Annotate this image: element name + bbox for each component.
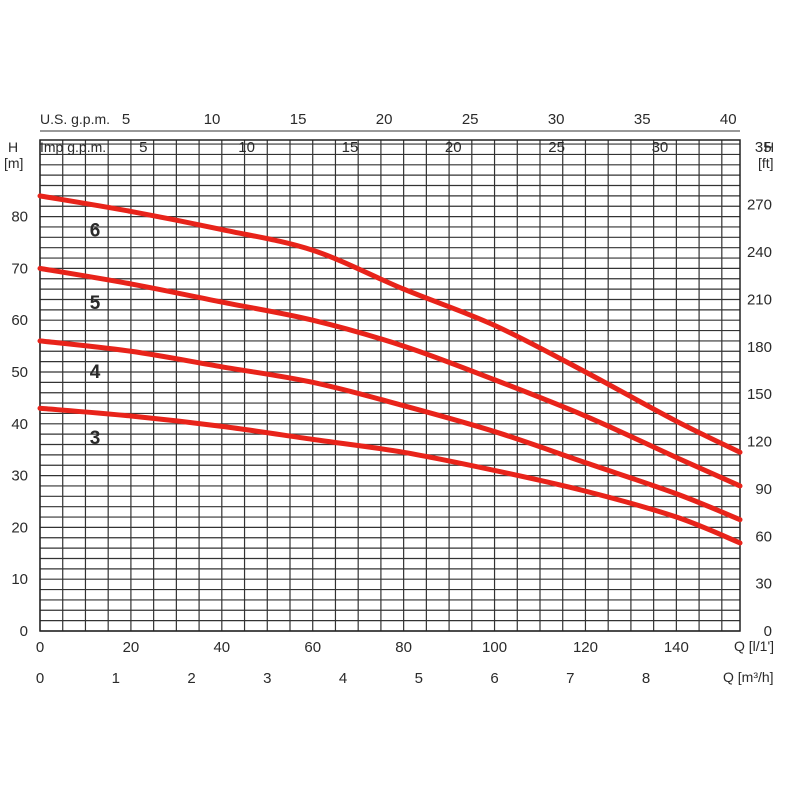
plot-frame [39,139,741,632]
right-tick-label: 120 [747,434,772,451]
bottom-secondary-tick-label: 2 [187,670,195,687]
grid [39,130,741,632]
right-axis-title: H [764,139,774,155]
right-tick-label: 240 [747,244,772,261]
left-tick-label: 30 [11,468,28,485]
right-tick-label: 90 [755,481,772,498]
top-imp-tick-label: 15 [342,139,359,156]
bottom-secondary-tick-label: 8 [642,670,650,687]
left-tick-label: 50 [11,364,28,381]
right-tick-label: 210 [747,291,772,308]
curve-label-6: 6 [90,220,101,241]
top-us-tick-label: 5 [122,111,130,128]
bottom-primary-tick-label: 140 [664,639,689,656]
top-us-tick-label: 30 [548,111,565,128]
bottom-primary-tick-label: 40 [213,639,230,656]
ticks: 0102030405060708003060901201501802102402… [11,111,772,687]
right-tick-label: 150 [747,386,772,403]
top-us-tick-label: 20 [376,111,393,128]
curve-3 [37,405,743,546]
left-tick-label: 60 [11,312,28,329]
right-tick-label: 30 [755,576,772,593]
top-imp-axis-label: Imp g.p.m. [40,139,106,155]
top-imp-tick-label: 20 [445,139,462,156]
curve-5 [37,265,743,489]
bottom-secondary-tick-label: 4 [339,670,347,687]
bottom-primary-tick-label: 60 [304,639,321,656]
curve-4 [37,338,743,523]
top-us-tick-label: 15 [290,111,307,128]
curve-6 [37,193,743,455]
left-tick-label: 40 [11,416,28,433]
top-imp-tick-label: 5 [139,139,147,156]
top-us-tick-label: 40 [720,111,737,128]
bottom-primary-tick-label: 20 [123,639,140,656]
top-imp-tick-label: 35 [755,139,772,156]
top-us-tick-label: 10 [204,111,221,128]
bottom-secondary-tick-label: 0 [36,670,44,687]
left-tick-label: 80 [11,209,28,226]
top-imp-tick-label: 30 [652,139,669,156]
curve-label-5: 5 [90,293,101,314]
top-us-tick-label: 35 [634,111,651,128]
top-us-tick-label: 25 [462,111,479,128]
curves: 6 5 4 3 [37,193,743,546]
bottom-primary-tick-label: 80 [395,639,412,656]
left-tick-label: 70 [11,260,28,277]
left-axis-unit: [m] [4,155,23,171]
bottom-primary-tick-label: 120 [573,639,598,656]
left-tick-label: 10 [11,571,28,588]
right-tick-label: 270 [747,197,772,214]
bottom-primary-tick-label: 0 [36,639,44,656]
bottom-secondary-tick-label: 6 [490,670,498,687]
bottom-secondary-tick-label: 3 [263,670,271,687]
left-tick-label: 0 [20,623,28,640]
right-tick-label: 60 [755,528,772,545]
top-us-axis-label: U.S. g.p.m. [40,111,110,127]
curve-label-4: 4 [90,362,101,383]
top-imp-tick-label: 10 [238,139,255,156]
right-tick-label: 180 [747,339,772,356]
curve-label-3: 3 [90,428,101,449]
bottom-secondary-tick-label: 7 [566,670,574,687]
bottom-primary-axis-label: Q [l/1'] [734,638,774,654]
bottom-secondary-tick-label: 1 [112,670,120,687]
left-axis-title: H [8,139,18,155]
top-imp-tick-label: 25 [548,139,565,156]
bottom-secondary-tick-label: 5 [415,670,423,687]
right-tick-label: 0 [764,623,772,640]
bottom-secondary-axis-label: Q [m³/h] [723,669,774,685]
right-axis-unit: [ft] [758,155,774,171]
bottom-primary-tick-label: 100 [482,639,507,656]
left-tick-label: 20 [11,519,28,536]
